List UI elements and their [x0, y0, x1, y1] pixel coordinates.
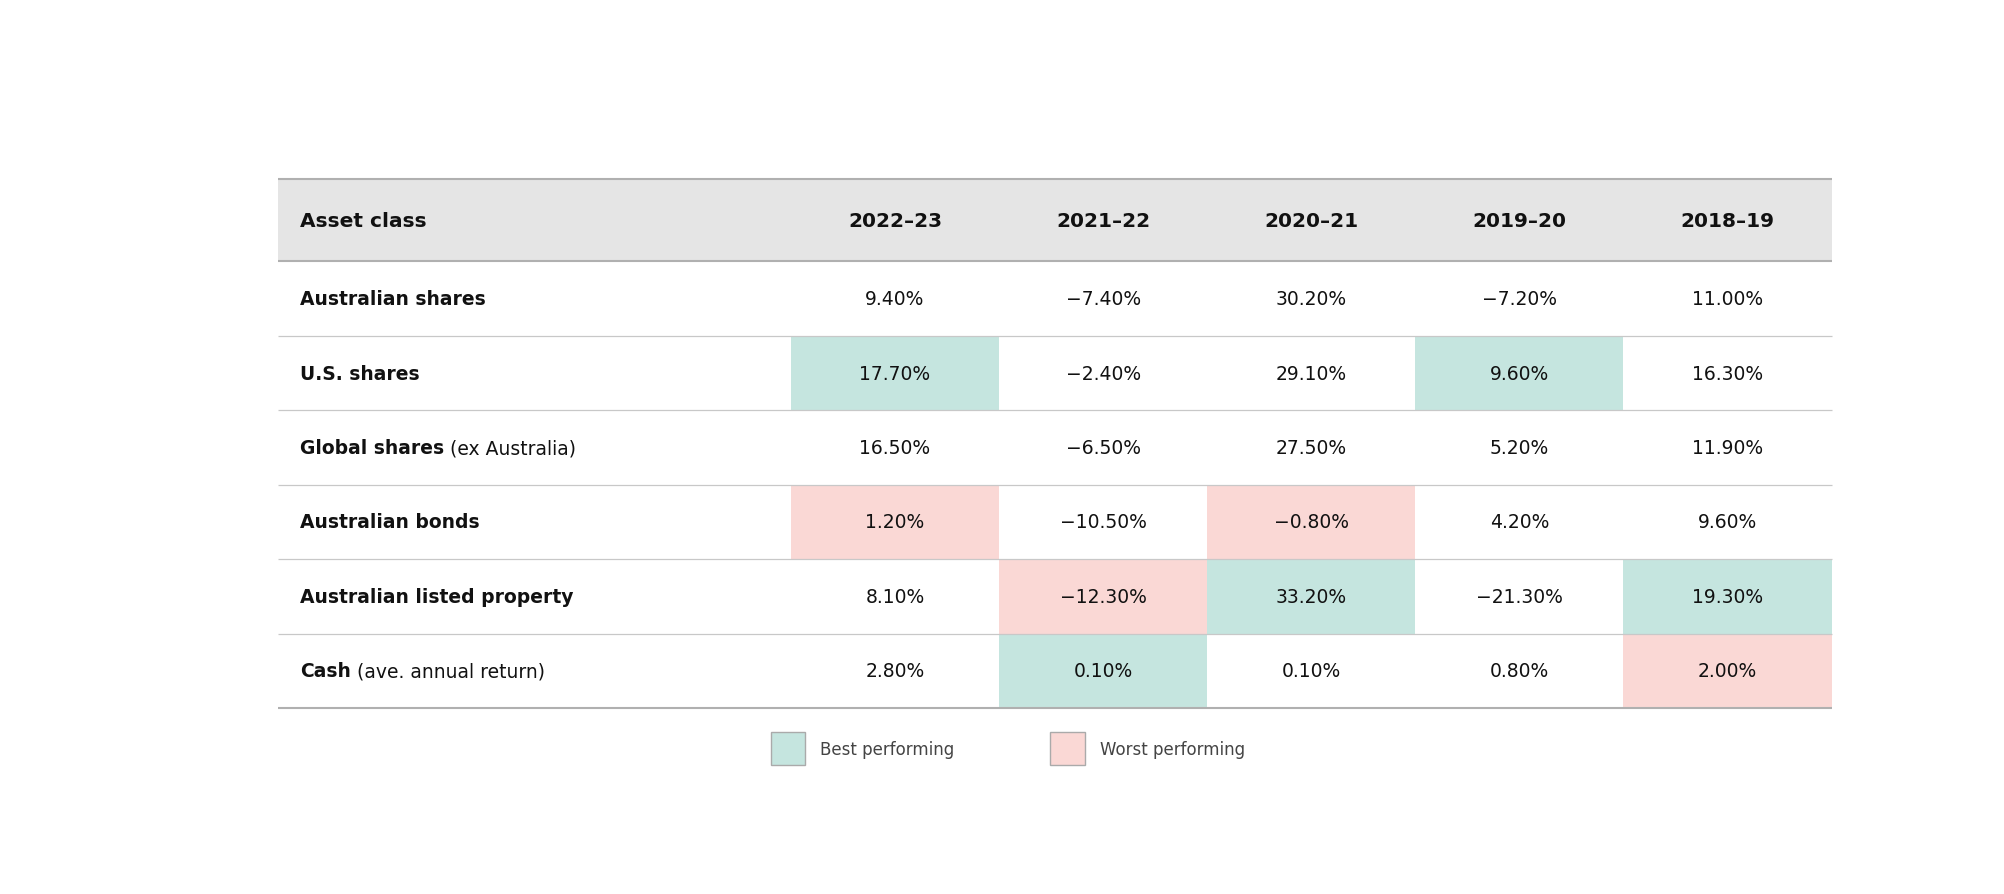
Text: Cash: Cash	[301, 662, 351, 680]
Text: 0.10%: 0.10%	[1283, 662, 1341, 680]
FancyBboxPatch shape	[279, 336, 1832, 411]
Text: −7.40%: −7.40%	[1066, 290, 1140, 308]
Text: 2.00%: 2.00%	[1697, 662, 1758, 680]
Text: −10.50%: −10.50%	[1060, 513, 1146, 532]
FancyBboxPatch shape	[1000, 560, 1206, 634]
Text: 1.20%: 1.20%	[866, 513, 924, 532]
Text: 2018–19: 2018–19	[1681, 211, 1774, 231]
Text: Worst performing: Worst performing	[1100, 740, 1244, 758]
Text: −12.30%: −12.30%	[1060, 587, 1146, 606]
Text: 2019–20: 2019–20	[1473, 211, 1567, 231]
Text: 2022–23: 2022–23	[848, 211, 942, 231]
Text: Global shares: Global shares	[301, 439, 445, 458]
Text: Best performing: Best performing	[820, 740, 954, 758]
Text: 19.30%: 19.30%	[1691, 587, 1764, 606]
Text: 11.00%: 11.00%	[1691, 290, 1764, 308]
Text: 2021–22: 2021–22	[1056, 211, 1150, 231]
Text: Australian listed property: Australian listed property	[301, 587, 573, 606]
Text: 33.20%: 33.20%	[1277, 587, 1347, 606]
Text: 29.10%: 29.10%	[1277, 364, 1347, 384]
Text: 9.60%: 9.60%	[1697, 513, 1758, 532]
FancyBboxPatch shape	[279, 411, 1832, 485]
Text: 2.80%: 2.80%	[866, 662, 924, 680]
Text: −0.80%: −0.80%	[1275, 513, 1349, 532]
FancyBboxPatch shape	[792, 336, 1000, 411]
Text: 16.30%: 16.30%	[1691, 364, 1764, 384]
Text: 8.10%: 8.10%	[866, 587, 924, 606]
FancyBboxPatch shape	[772, 732, 806, 765]
Text: 16.50%: 16.50%	[860, 439, 930, 458]
FancyBboxPatch shape	[1206, 485, 1415, 560]
Text: 17.70%: 17.70%	[860, 364, 930, 384]
Text: (ave. annual return): (ave. annual return)	[351, 662, 545, 680]
Text: −21.30%: −21.30%	[1475, 587, 1563, 606]
FancyBboxPatch shape	[1050, 732, 1084, 765]
FancyBboxPatch shape	[279, 485, 1832, 560]
Text: (ex Australia): (ex Australia)	[445, 439, 577, 458]
Text: 0.80%: 0.80%	[1489, 662, 1549, 680]
Text: 9.60%: 9.60%	[1489, 364, 1549, 384]
FancyBboxPatch shape	[1623, 560, 1832, 634]
Text: 5.20%: 5.20%	[1489, 439, 1549, 458]
FancyBboxPatch shape	[279, 560, 1832, 634]
Text: −7.20%: −7.20%	[1481, 290, 1557, 308]
FancyBboxPatch shape	[279, 262, 1832, 336]
FancyBboxPatch shape	[279, 180, 1832, 262]
Text: Asset class: Asset class	[301, 211, 427, 231]
FancyBboxPatch shape	[1206, 560, 1415, 634]
FancyBboxPatch shape	[1000, 634, 1206, 708]
Text: 4.20%: 4.20%	[1489, 513, 1549, 532]
FancyBboxPatch shape	[792, 485, 1000, 560]
Text: 9.40%: 9.40%	[866, 290, 924, 308]
Text: 0.10%: 0.10%	[1074, 662, 1132, 680]
Text: Australian bonds: Australian bonds	[301, 513, 479, 532]
FancyBboxPatch shape	[279, 634, 1832, 708]
Text: 27.50%: 27.50%	[1277, 439, 1347, 458]
Text: 2020–21: 2020–21	[1265, 211, 1359, 231]
Text: 30.20%: 30.20%	[1277, 290, 1347, 308]
Text: −6.50%: −6.50%	[1066, 439, 1140, 458]
Text: Australian shares: Australian shares	[301, 290, 485, 308]
FancyBboxPatch shape	[1415, 336, 1623, 411]
Text: U.S. shares: U.S. shares	[301, 364, 419, 384]
Text: −2.40%: −2.40%	[1066, 364, 1140, 384]
Text: 11.90%: 11.90%	[1691, 439, 1764, 458]
FancyBboxPatch shape	[1623, 634, 1832, 708]
